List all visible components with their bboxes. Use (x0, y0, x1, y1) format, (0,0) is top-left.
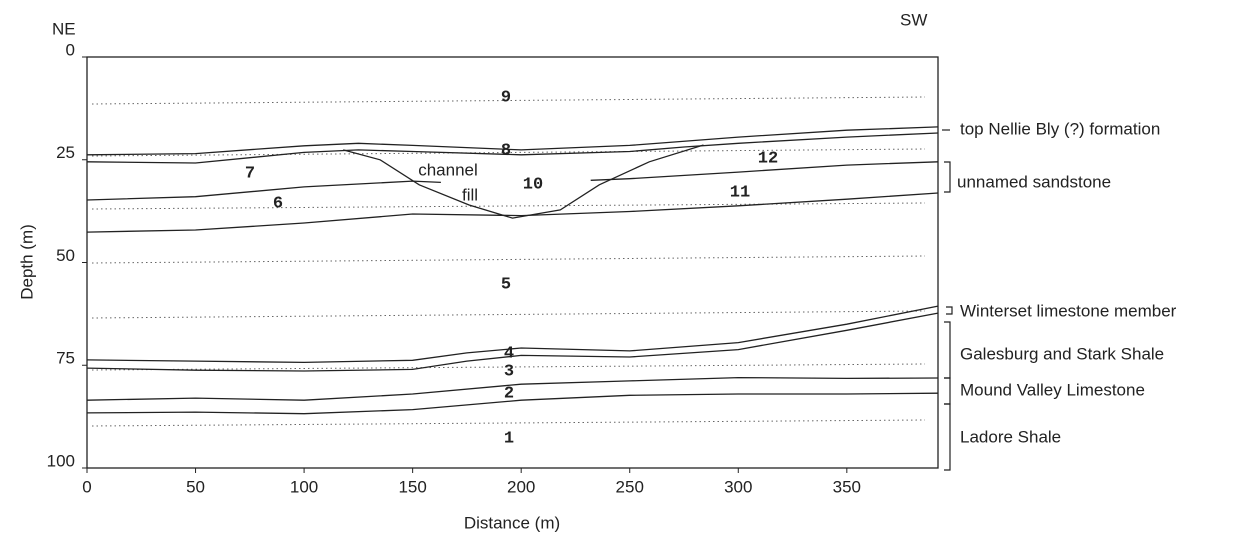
formation-label: Ladore Shale (960, 427, 1061, 446)
boundary-line (86, 161, 939, 201)
x-tick-label: 100 (290, 477, 318, 496)
y-tick-label: 50 (56, 246, 75, 265)
boundary-line (86, 376, 939, 401)
formation-brackets (942, 129, 953, 471)
layer-label: 7 (245, 164, 255, 183)
layer-labels: 9 8 7 6 5 4 3 2 1 10 11 12 channel fill (245, 88, 778, 448)
x-tick-label: 300 (724, 477, 752, 496)
formation-labels: top Nellie Bly (?) formation unnamed san… (957, 119, 1177, 446)
y-tick-label: 0 (66, 40, 75, 59)
x-tick-label: 0 (82, 477, 91, 496)
boundary-line (86, 132, 939, 164)
boundary-line (86, 392, 939, 415)
layer-label: 10 (523, 175, 543, 194)
corner-label: NE (52, 19, 76, 38)
x-tick-label: 350 (833, 477, 861, 496)
layer-label: 3 (504, 362, 514, 381)
formation-label: Winterset limestone member (960, 301, 1177, 320)
corner-label: SW (900, 10, 927, 29)
formation-label: top Nellie Bly (?) formation (960, 119, 1160, 138)
x-tick-label: 200 (507, 477, 535, 496)
boundary-line (86, 126, 939, 156)
channel-label: fill (462, 185, 478, 204)
x-tick-label: 150 (398, 477, 426, 496)
y-tick-label: 100 (47, 451, 75, 470)
boundary-line (343, 144, 704, 219)
boundary-line (86, 312, 939, 372)
y-tick-label: 75 (56, 349, 75, 368)
x-axis-title: Distance (m) (464, 513, 560, 532)
layer-label: 11 (730, 183, 750, 202)
boundary-line (86, 305, 939, 364)
layer-label: 8 (501, 141, 511, 160)
formation-label: Galesburg and Stark Shale (960, 344, 1164, 363)
layer-label: 6 (273, 194, 283, 213)
layer-label: 4 (504, 344, 514, 363)
x-tick-label: 50 (186, 477, 205, 496)
layer-label: 5 (501, 275, 511, 294)
layer-label: 2 (504, 384, 514, 403)
boundary-line (86, 192, 939, 233)
y-tick-label: 25 (56, 143, 75, 162)
x-tick-label: 250 (616, 477, 644, 496)
formation-label: Mound Valley Limestone (960, 380, 1145, 399)
layer-label: 12 (758, 149, 778, 168)
y-axis-title: Depth (m) (17, 224, 36, 300)
formation-label: unnamed sandstone (957, 172, 1111, 191)
plot-frame (86, 56, 939, 469)
layer-label: 1 (504, 429, 514, 448)
layer-label: 9 (501, 88, 511, 107)
channel-label: channel (418, 160, 478, 179)
reference-lines (91, 96, 926, 427)
